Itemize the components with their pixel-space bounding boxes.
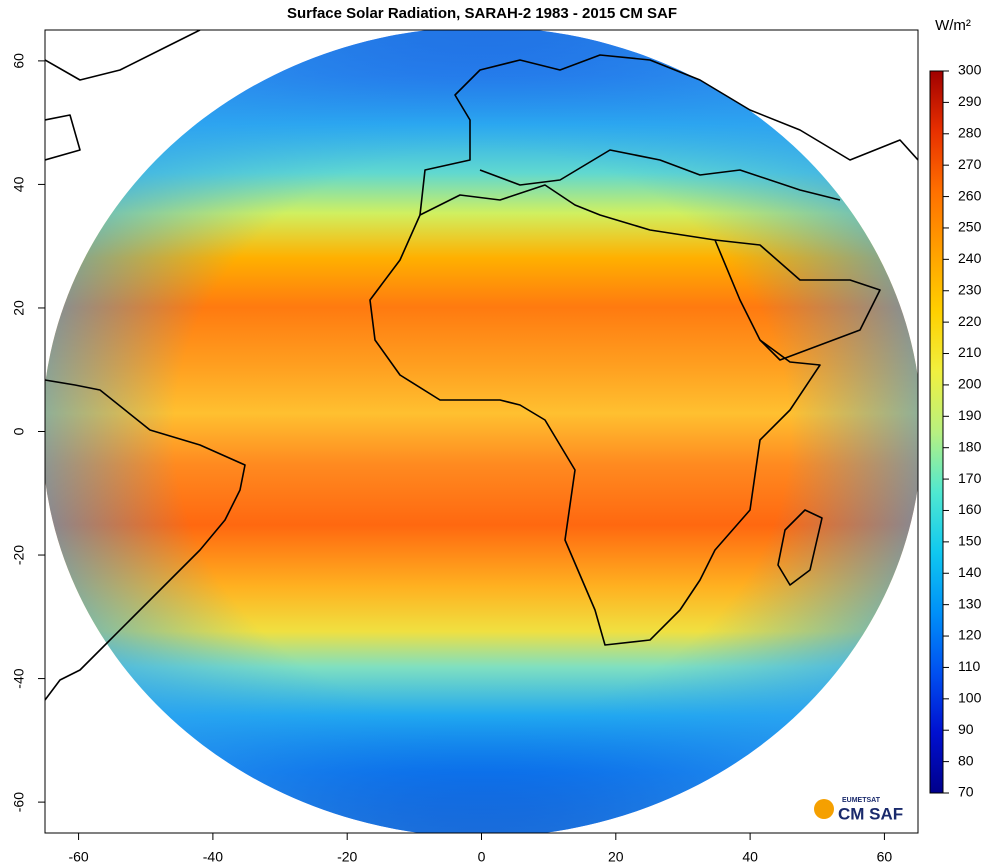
y-tick-label: 40 [11,176,27,192]
colorbar-tick-label: 290 [958,93,982,109]
colorbar-tick-label: 300 [958,62,982,78]
logo-org: EUMETSAT [842,797,881,804]
colorbar [929,70,944,794]
colorbar-tick-label: 180 [958,438,982,454]
colorbar-tick-label: 100 [958,690,982,706]
colorbar-tick-label: 270 [958,156,982,172]
y-tick-label: -20 [11,545,27,565]
logo: EUMETSAT CM SAF [814,797,903,823]
colorbar-tick-label: 70 [958,784,974,800]
arabia-outline [714,239,881,361]
x-tick-label: -40 [203,849,223,865]
logo-sun [814,799,834,819]
colorbar-tick-label: 230 [958,281,982,297]
colorbar-tick-label: 170 [958,470,982,486]
madagascar-outline [777,509,823,586]
europe-outline [419,54,918,216]
map-area [45,30,918,833]
y-tick-label: 60 [11,53,27,69]
y-tick-label: -60 [11,792,27,812]
colorbar-tick-label: 90 [958,721,974,737]
south-america-outline [45,379,246,701]
x-tick-label: 60 [877,849,893,865]
y-tick-label: 20 [11,300,27,316]
x-tick-label: -60 [68,849,88,865]
africa-outline [369,184,821,646]
x-tick-label: 0 [478,849,486,865]
colorbar-tick-label: 260 [958,187,982,203]
colorbar-tick-label: 80 [958,752,974,768]
colorbar-tick-label: 120 [958,627,982,643]
colorbar-unit: W/m² [935,17,971,34]
colorbar-tick-label: 140 [958,564,982,580]
colorbar-tick-label: 240 [958,250,982,266]
greenland-outline [45,30,201,161]
colorbar-tick-label: 210 [958,344,982,360]
colorbar-tick-label: 220 [958,313,982,329]
colorbar-tick-label: 130 [958,595,982,611]
x-tick-label: -20 [337,849,357,865]
colorbar-tick-label: 160 [958,501,982,517]
logo-name: CM SAF [838,804,903,823]
colorbar-tick-label: 250 [958,219,982,235]
colorbar-tick-label: 190 [958,407,982,423]
title: Surface Solar Radiation, SARAH-2 1983 - … [287,5,677,22]
x-tick-label: 40 [742,849,758,865]
y-tick-label: 0 [11,427,27,435]
limb-shade [45,30,918,833]
y-tick-label: -40 [11,668,27,688]
colorbar-tick-label: 110 [958,658,981,674]
colorbar-tick-label: 150 [958,533,982,549]
x-tick-label: 20 [608,849,624,865]
colorbar-tick-label: 200 [958,376,982,392]
colorbar-tick-label: 280 [958,124,982,140]
